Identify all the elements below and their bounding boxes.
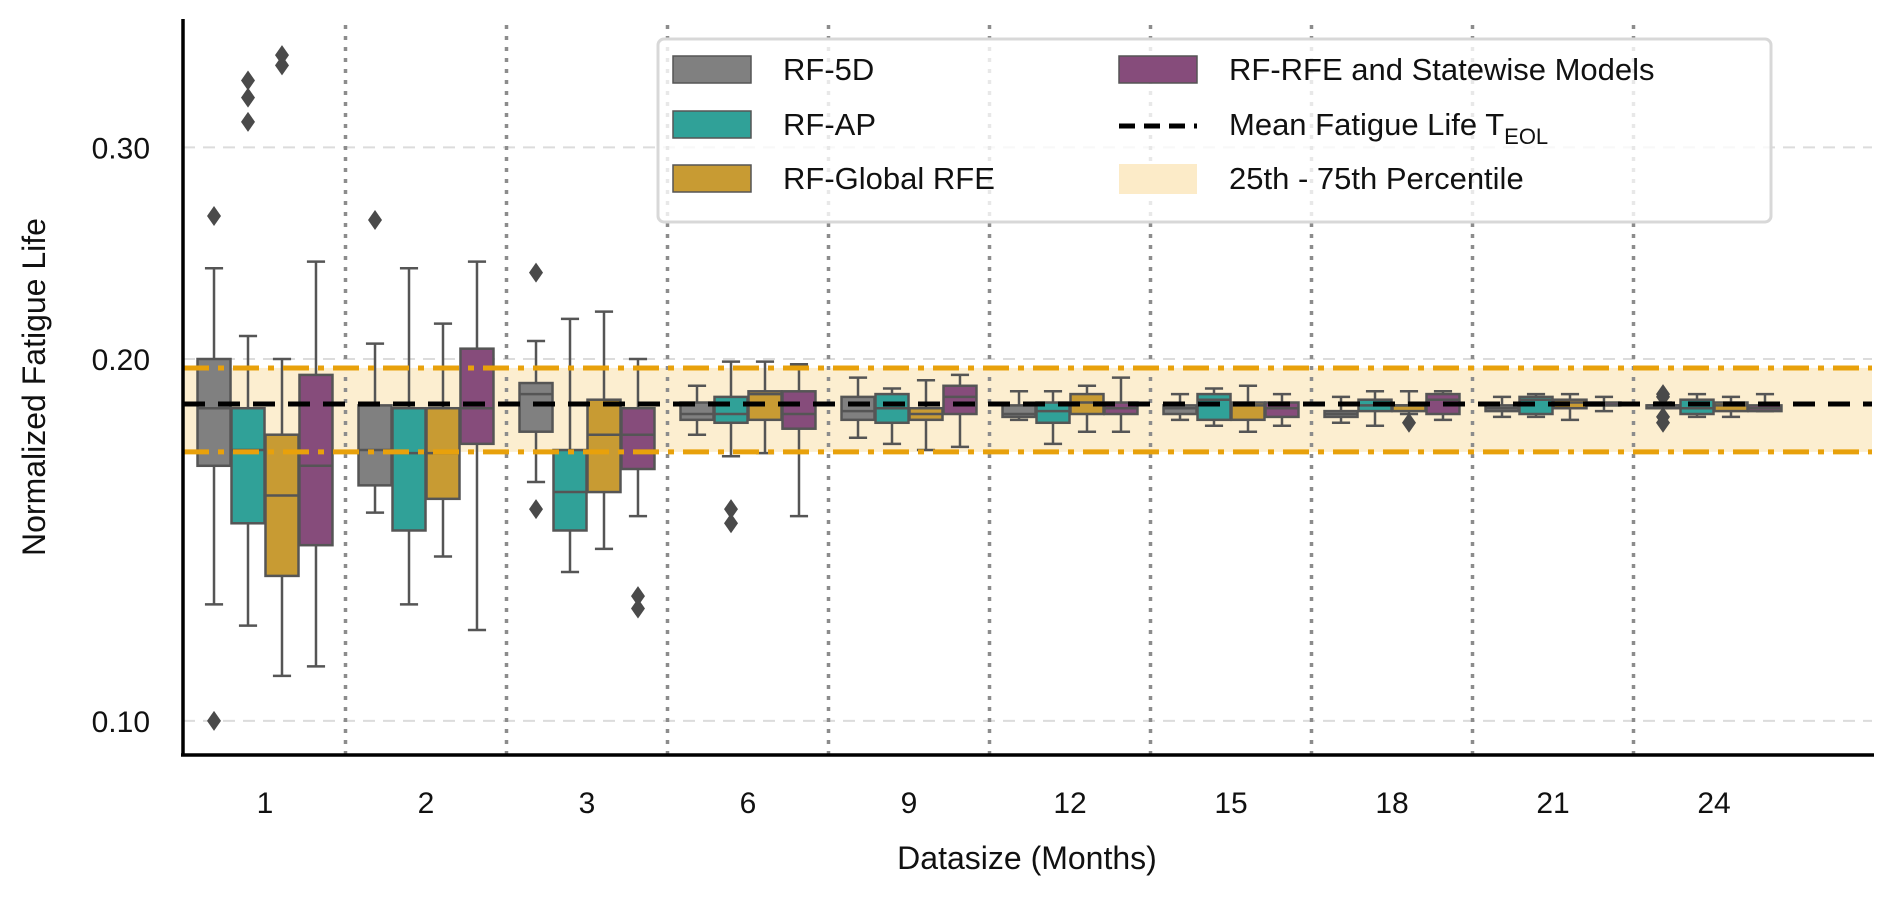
box-iqr — [357, 404, 393, 487]
legend-label: RF-5D — [783, 52, 874, 87]
outlier-point — [529, 262, 544, 283]
x-tick-label: 6 — [740, 787, 757, 820]
legend-swatch — [1119, 164, 1197, 194]
x-tick-label: 24 — [1697, 787, 1730, 820]
x-tick-label: 15 — [1214, 787, 1247, 820]
box-iqr — [298, 373, 334, 547]
box-iqr — [552, 448, 588, 532]
legend-swatch — [1118, 55, 1198, 84]
box-rf-ap-3 — [552, 317, 588, 574]
reference-lines-layer — [183, 365, 1872, 455]
box-rf-ap-1 — [230, 70, 266, 627]
x-tick-label: 12 — [1053, 787, 1086, 820]
box-iqr — [1162, 404, 1198, 416]
box-iqr — [840, 395, 876, 422]
outlier-point — [1401, 412, 1416, 433]
outlier-point — [630, 598, 645, 619]
box-rf-rfe-and-statewise-models-1 — [298, 260, 334, 668]
legend-swatch — [672, 55, 752, 84]
box-iqr — [391, 406, 427, 532]
box-iqr — [459, 347, 495, 446]
box-rf-5d-3 — [518, 262, 554, 520]
outlier-point — [241, 87, 256, 108]
y-tick-labels: 0.10 0.20 0.30 — [92, 132, 150, 738]
legend-label: RF-AP — [783, 107, 876, 142]
legend-entries: RF-5D RF-AP RF-Global RFE RF-RFE and Statew… — [672, 52, 1655, 196]
x-tick-label: 21 — [1536, 787, 1569, 820]
box-rf-rfe-and-statewise-models-9 — [942, 373, 978, 449]
box-rf-rfe-and-statewise-models-15 — [1264, 392, 1300, 427]
box-iqr — [781, 390, 817, 430]
legend-entry: 25th - 75th Percentile — [1119, 161, 1524, 196]
box-rf-rfe-and-statewise-models-6 — [781, 362, 817, 518]
box-iqr — [620, 406, 656, 471]
outlier-point — [274, 55, 289, 76]
box-iqr — [264, 433, 300, 578]
y-tick-label: 0.10 — [92, 706, 150, 739]
legend-entry: RF-Global RFE — [672, 161, 995, 196]
box-rf-5d-1 — [196, 206, 232, 731]
outlier-point — [241, 70, 256, 91]
outlier-point — [207, 710, 222, 731]
outlier-point — [529, 499, 544, 520]
box-rf-ap-2 — [391, 266, 427, 606]
outlier-point — [274, 45, 289, 66]
box-rf-global-rfe-3 — [586, 310, 622, 551]
legend-swatch — [672, 110, 752, 139]
x-tick-label: 2 — [418, 787, 435, 820]
legend-entry: RF-RFE and Statewise Models — [1118, 52, 1655, 87]
x-tick-labels: 1 2 3 6 9 12 15 18 21 24 — [257, 787, 1731, 820]
box-layer — [196, 45, 1783, 731]
box-rf-rfe-and-statewise-models-3 — [620, 357, 656, 619]
box-rf-ap-6 — [713, 360, 749, 534]
box-rf-5d-18 — [1323, 395, 1359, 425]
box-rf-rfe-and-statewise-models-2 — [459, 260, 495, 632]
box-iqr — [942, 384, 978, 416]
y-tick-label: 0.30 — [92, 132, 150, 165]
box-iqr — [713, 395, 749, 425]
box-rf-5d-21 — [1484, 395, 1520, 419]
box-iqr — [230, 406, 266, 525]
legend-swatch — [672, 164, 752, 193]
outlier-point — [368, 210, 383, 231]
legend-label: 25th - 75th Percentile — [1229, 161, 1524, 196]
outlier-point — [724, 513, 739, 534]
y-axis-title: Normalized Fatigue Life — [16, 218, 52, 556]
box-rf-global-rfe-1 — [264, 45, 300, 678]
box-iqr — [586, 398, 622, 494]
legend-label: RF-Global RFE — [783, 161, 995, 196]
box-iqr — [518, 381, 554, 433]
box-rf-ap-21 — [1518, 392, 1554, 419]
x-tick-label: 18 — [1375, 787, 1408, 820]
legend-entry: RF-AP — [672, 107, 876, 142]
legend-label: Mean Fatigue Life TEOL — [1229, 107, 1548, 149]
box-iqr — [196, 357, 232, 468]
outlier-point — [724, 499, 739, 520]
outlier-point — [241, 111, 256, 132]
box-rf-rfe-and-statewise-models-12 — [1103, 376, 1139, 433]
box-rf-5d-2 — [357, 210, 393, 514]
legend: RF-5D RF-AP RF-Global RFE RF-RFE and Statew… — [656, 37, 1773, 224]
box-iqr — [1196, 392, 1232, 422]
legend-frame — [656, 37, 1773, 224]
outlier-point — [207, 206, 222, 227]
y-tick-label: 0.20 — [92, 344, 150, 377]
x-tick-label: 1 — [257, 787, 274, 820]
axes — [181, 19, 1874, 757]
x-tick-label: 3 — [579, 787, 596, 820]
legend-label: RF-RFE and Statewise Models — [1229, 52, 1655, 87]
x-axis-title: Datasize (Months) — [897, 840, 1157, 876]
legend-entry: Mean Fatigue Life TEOL — [1119, 107, 1548, 149]
x-tick-label: 9 — [901, 787, 918, 820]
outlier-point — [1656, 412, 1671, 433]
box-rf-ap-15 — [1196, 387, 1232, 427]
outlier-point — [630, 586, 645, 607]
legend-entry: RF-5D — [672, 52, 874, 87]
